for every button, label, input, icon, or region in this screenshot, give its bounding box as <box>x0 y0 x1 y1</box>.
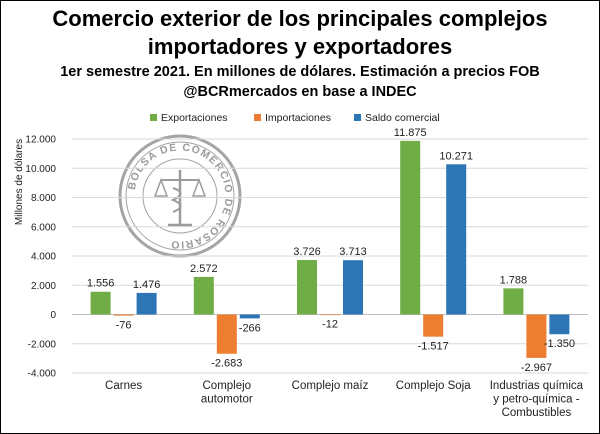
x-category-label: Complejo Soja <box>396 380 471 392</box>
y-tick-label: -4.000 <box>28 369 57 380</box>
bar-saldo-comercial <box>549 314 570 335</box>
legend-item: Exportaciones <box>150 112 228 124</box>
x-category-label: Industrias química <box>490 380 584 392</box>
legend-swatch <box>150 114 157 121</box>
bar-exportaciones <box>400 140 421 315</box>
bar-saldo-comercial <box>136 292 157 315</box>
bcr-seal-logo: BOLSA DE COMERCIO DE ROSARIO <box>118 134 242 258</box>
legend-label: Exportaciones <box>161 112 228 124</box>
y-tick-label: 2.000 <box>31 281 56 292</box>
x-category-label: Complejo maíz <box>292 380 369 392</box>
data-label: -1.350 <box>544 338 575 350</box>
bar-exportaciones <box>90 291 111 315</box>
chart-title-line2: importadores y exportadores <box>147 34 453 59</box>
x-category-label: Combustibles <box>502 407 572 419</box>
data-label: -12 <box>322 319 338 331</box>
y-tick-label: -2.000 <box>28 339 57 350</box>
data-label: -2.967 <box>521 362 552 374</box>
data-label: -2.683 <box>211 358 242 370</box>
y-tick-label: 4.000 <box>31 252 56 263</box>
y-tick-label: 6.000 <box>31 222 56 233</box>
chart-subtitle-line2: @BCRmercados en base a INDEC <box>183 84 417 100</box>
data-label: 10.271 <box>439 150 473 162</box>
bar-saldo-comercial <box>239 314 260 319</box>
data-label: -76 <box>116 320 132 332</box>
data-label: 1.476 <box>133 279 161 291</box>
data-label: 1.788 <box>500 274 528 286</box>
legend-label: Saldo comercial <box>365 112 440 124</box>
bar-importaciones <box>423 314 444 337</box>
y-tick-label: 10.000 <box>25 164 56 175</box>
bar-importaciones <box>216 314 237 354</box>
chart-subtitle-line1: 1er semestre 2021. En millones de dólare… <box>60 64 540 80</box>
x-category-label: automotor <box>201 394 253 406</box>
y-tick-label: 12.000 <box>25 135 56 146</box>
bar-saldo-comercial <box>343 260 363 315</box>
data-label: -1.517 <box>418 341 449 353</box>
legend-label: Importaciones <box>265 112 331 124</box>
legend-item: Saldo comercial <box>354 112 440 124</box>
x-category-label: y petro-química - <box>493 394 579 406</box>
data-label: 1.556 <box>87 278 115 290</box>
bar-exportaciones <box>297 260 317 315</box>
bar-importaciones <box>320 314 340 316</box>
y-tick-label: 0 <box>50 310 56 321</box>
legend-swatch <box>254 114 261 121</box>
y-tick-label: 8.000 <box>31 193 56 204</box>
chart-title-line1: Comercio exterior de los principales com… <box>52 6 548 31</box>
x-category-label: Complejo <box>203 380 252 392</box>
y-axis-title: Millones de dólares <box>14 139 25 225</box>
legend-swatch <box>354 114 361 121</box>
bar-importaciones <box>526 314 547 358</box>
data-label: 3.726 <box>293 246 321 258</box>
bar-saldo-comercial <box>446 164 467 315</box>
data-label: -266 <box>239 322 261 334</box>
legend-item: Importaciones <box>254 112 331 124</box>
bar-exportaciones <box>193 276 214 315</box>
data-label: 3.713 <box>339 246 367 258</box>
x-category-label: Carnes <box>105 380 142 392</box>
data-label: 11.875 <box>394 127 427 139</box>
bar-exportaciones <box>503 288 524 315</box>
data-label: 2.572 <box>190 263 218 275</box>
bar-importaciones <box>113 314 134 316</box>
